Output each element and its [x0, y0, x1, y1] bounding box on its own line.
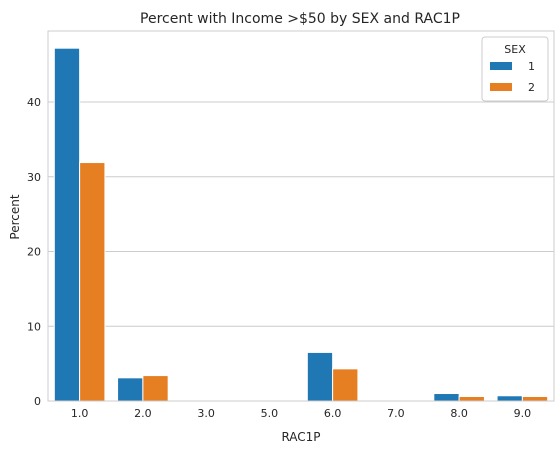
x-tick-label: 5.0 [261, 407, 279, 420]
y-tick-label: 30 [27, 171, 41, 184]
legend-label-sex-2: 2 [528, 81, 535, 94]
x-tick-label: 9.0 [514, 407, 532, 420]
axes-frame [47, 30, 555, 402]
legend-swatch-sex-1 [490, 62, 512, 70]
x-tick-label: 8.0 [450, 407, 468, 420]
x-tick-labels: 1.0 2.0 3.0 5.0 6.0 7.0 8.0 9.0 [71, 407, 531, 420]
x-tick-label: 2.0 [134, 407, 152, 420]
y-tick-label: 0 [34, 395, 41, 408]
legend-title: SEX [504, 43, 526, 56]
bar-9.0-sex-1 [496, 395, 523, 402]
y-tick-label: 20 [27, 246, 41, 259]
y-tick-label: 10 [27, 320, 41, 333]
legend: SEX 12 [481, 36, 549, 102]
legend-swatch-sex-2 [490, 83, 512, 91]
y-tick-labels: 0 10 20 30 40 [27, 96, 41, 408]
x-tick-label: 6.0 [324, 407, 342, 420]
x-tick-label: 3.0 [197, 407, 215, 420]
legend-label-sex-1: 1 [528, 60, 535, 73]
bar-2.0-sex-2 [142, 375, 169, 402]
bar-1.0-sex-1 [53, 47, 81, 402]
bar-6.0-sex-2 [332, 368, 359, 402]
x-axis-label: RAC1P [281, 430, 320, 444]
bar-2.0-sex-1 [117, 377, 144, 402]
y-axis-label: Percent [8, 194, 22, 239]
legend-items: 12 [490, 60, 535, 94]
plot-frame [47, 30, 555, 402]
bar-1.0-sex-2 [79, 162, 106, 402]
x-tick-label: 7.0 [387, 407, 405, 420]
bars [53, 47, 549, 402]
x-tick-label: 1.0 [71, 407, 89, 420]
chart-title: Percent with Income >$50 by SEX and RAC1… [140, 11, 460, 27]
y-tick-label: 40 [27, 96, 41, 109]
bar-8.0-sex-1 [433, 393, 460, 402]
bar-8.0-sex-2 [458, 396, 485, 402]
bar-9.0-sex-2 [521, 396, 549, 402]
bar-6.0-sex-1 [306, 351, 334, 402]
